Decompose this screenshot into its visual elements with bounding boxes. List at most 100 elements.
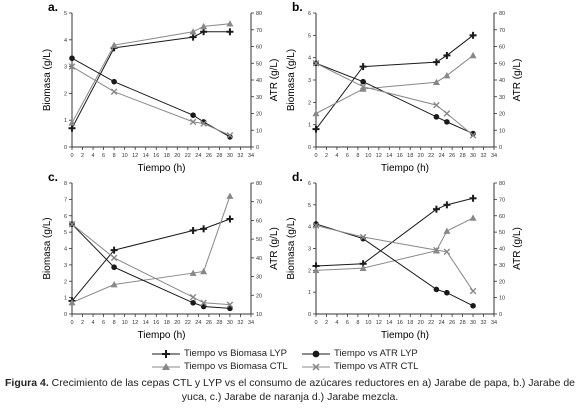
circle-marker	[444, 119, 450, 125]
x-marker	[226, 301, 234, 308]
x-tick-label: 26	[449, 320, 455, 326]
y2-tick-label: 50	[256, 237, 262, 243]
y2-tick-label: 30	[256, 95, 262, 101]
x-axis-label: Tiempo (h)	[138, 163, 186, 174]
x-tick-label: 24	[195, 320, 201, 326]
x-tick-label: 26	[449, 153, 455, 159]
circle-marker	[111, 264, 117, 271]
legend-label: Tiempo vs ATR LYP	[334, 348, 418, 359]
x-axis-label: Tiempo (h)	[138, 330, 186, 341]
series-line	[71, 195, 231, 303]
x-tick-label: 16	[397, 320, 403, 326]
x-tick-label: 28	[216, 153, 222, 159]
y2-tick-label: 20	[256, 293, 262, 299]
x-tick-label: 16	[397, 153, 403, 159]
circle-marker	[433, 114, 440, 120]
x-tick-label: 22	[428, 153, 434, 159]
panel-0: a.0 2 4 6 8 10 12 14 16 18 20 22 24 26 28 30 32 340123450…	[42, 0, 280, 174]
x-tick-label: 32	[237, 153, 243, 159]
y-tick-label: 0	[308, 145, 311, 151]
x-tick-label: 2	[81, 153, 84, 159]
y-axis-label: Biomasa (g/L)	[286, 217, 297, 279]
y-axis-label: Biomasa (g/L)	[42, 217, 53, 279]
triangle-marker-icon	[152, 362, 180, 370]
y2-tick-label: 80	[499, 11, 505, 17]
x-marker	[189, 118, 197, 126]
legend-label: Tiempo vs Biomasa CTL	[184, 361, 288, 372]
circle-marker	[470, 130, 476, 137]
y2-tick-label: 60	[499, 214, 505, 220]
circle-marker	[190, 112, 196, 118]
circle-marker	[190, 299, 196, 306]
panel-label: c.	[48, 170, 58, 184]
y-tick-label: 0	[308, 312, 311, 318]
triangle-marker	[68, 119, 76, 126]
x-marker	[200, 120, 207, 127]
x-marker	[226, 131, 234, 139]
x-marker	[200, 299, 207, 307]
y-tick-label: 5	[308, 203, 311, 209]
triangle-marker	[312, 266, 320, 274]
x-tick-label: 22	[185, 320, 191, 326]
x-tick-label: 34	[248, 153, 254, 159]
x-marker	[443, 110, 451, 117]
y2-tick-label: 20	[499, 112, 505, 118]
x-tick-label: 34	[248, 320, 254, 326]
y2-tick-label: 50	[499, 61, 505, 67]
y-tick-label: 3	[308, 78, 311, 84]
x-tick-label: 20	[174, 153, 180, 159]
triangle-marker	[110, 281, 118, 288]
x-tick-label: 18	[164, 320, 170, 326]
y2-tick-label: 0	[499, 312, 502, 318]
x-tick-label: 14	[143, 153, 149, 159]
y2-axis-label: ATR (g/L)	[512, 59, 523, 102]
x-tick-label: 32	[480, 153, 486, 159]
y-tick-label: 1	[64, 118, 67, 124]
x-tick-label: 32	[237, 320, 243, 326]
panel-label: a.	[48, 0, 58, 14]
y2-axis-label: ATR (g/L)	[512, 227, 523, 270]
triangle-marker	[443, 227, 451, 234]
y2-tick-label: 30	[256, 275, 262, 281]
x-tick-label: 30	[470, 153, 476, 159]
x-marker	[110, 88, 118, 96]
y2-tick-label: 40	[499, 78, 505, 84]
y-tick-label: 2	[64, 91, 67, 97]
y-tick-label: 4	[308, 56, 311, 62]
y-tick-label: 5	[64, 230, 67, 236]
y-tick-label: 6	[308, 181, 311, 187]
y2-tick-label: 20	[256, 112, 262, 118]
x-tick-label: 10	[122, 320, 128, 326]
triangle-marker	[189, 269, 197, 276]
y-tick-label: 4	[64, 38, 67, 44]
y-axis-label: Biomasa (g/L)	[42, 49, 53, 111]
x-tick-label: 16	[153, 153, 159, 159]
triangle-marker	[432, 78, 440, 86]
triangle-marker	[469, 51, 477, 59]
x-marker	[110, 254, 118, 262]
x-tick-label: 2	[81, 320, 84, 326]
y2-tick-label: 10	[256, 128, 262, 134]
x-tick-label: 14	[386, 153, 392, 159]
x-tick-label: 6	[346, 153, 349, 159]
x-marker-icon	[302, 362, 330, 371]
legend-item-atr-ctl: Tiempo vs ATR CTL	[302, 361, 418, 372]
series-line	[71, 218, 231, 302]
triangle-marker	[226, 20, 234, 27]
x-tick-label: 0	[314, 153, 317, 159]
y2-tick-label: 10	[499, 128, 505, 134]
legend: Tiempo vs Biomasa LYP Tiempo vs Biomasa …	[152, 346, 452, 376]
y2-tick-label: 0	[256, 145, 259, 151]
triangle-marker	[226, 192, 234, 199]
x-tick-label: 0	[70, 320, 73, 326]
circle-marker	[227, 134, 233, 140]
triangle-marker	[443, 72, 451, 79]
panel-3: d.0 2 4 6 8 10 12 14 16 18 20 22 24 26 28 30 32 340123456…	[286, 170, 523, 341]
x-marker	[443, 248, 451, 256]
caption-label: Figura 4.	[4, 377, 49, 389]
x-tick-label: 34	[491, 153, 497, 159]
triangle-marker	[312, 110, 320, 117]
y2-tick-label: 60	[499, 45, 505, 51]
y2-tick-label: 30	[499, 263, 505, 269]
y-tick-label: 5	[64, 11, 67, 17]
